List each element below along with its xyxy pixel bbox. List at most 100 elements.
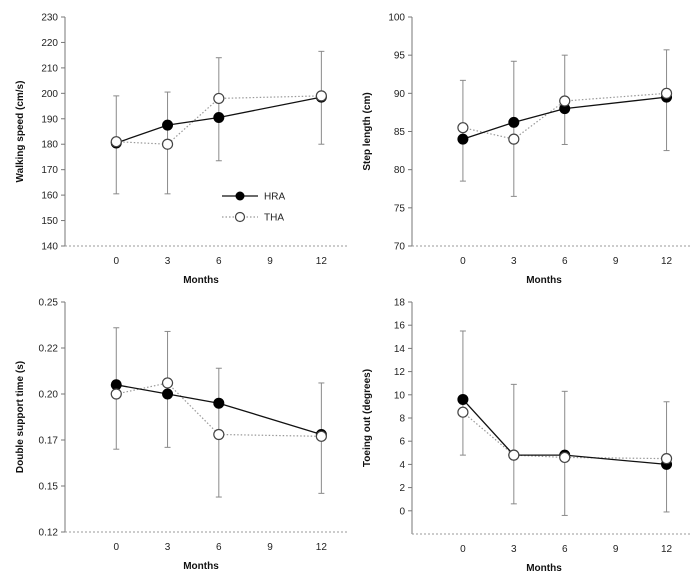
y-tick-label: 150	[41, 216, 58, 227]
data-point-hra	[110, 379, 122, 391]
x-axis-title: Months	[183, 275, 219, 286]
y-axis-title: Walking speed (cm/s)	[15, 81, 26, 183]
data-point-tha	[457, 406, 469, 418]
y-tick-label: 210	[41, 63, 58, 74]
data-point-tha	[508, 133, 520, 145]
data-point-tha	[110, 136, 122, 148]
x-tick-label: 3	[165, 256, 171, 267]
y-tick-label: 180	[41, 140, 58, 151]
y-tick-label: 8	[399, 414, 405, 425]
data-point-hra	[162, 119, 174, 131]
x-tick-label: 6	[562, 544, 568, 555]
y-tick-label: 160	[41, 191, 58, 202]
y-tick-label: 18	[394, 298, 406, 309]
x-tick-label: 6	[562, 256, 568, 267]
y-tick-label: 0.15	[39, 482, 59, 493]
x-tick-label: 0	[460, 256, 466, 267]
series-line-tha	[116, 95, 322, 145]
legend: HRA THA	[222, 191, 285, 224]
y-tick-label: 0	[399, 506, 405, 517]
data-point-tha	[660, 453, 673, 465]
x-tick-label: 0	[113, 256, 119, 267]
series-line-hra	[462, 96, 667, 140]
data-point-tha	[457, 122, 469, 134]
y-tick-label: 0.12	[39, 528, 59, 539]
x-axis-title: Months	[183, 561, 219, 572]
data-point-hra	[508, 116, 520, 128]
legend-marker-hra	[235, 191, 245, 201]
y-tick-label: 0.25	[39, 298, 59, 309]
data-point-tha	[559, 451, 571, 464]
x-tick-label: 9	[613, 256, 619, 267]
x-tick-label: 12	[661, 256, 673, 267]
x-tick-label: 6	[216, 542, 222, 553]
series-line-tha	[116, 382, 322, 437]
y-tick-label: 170	[41, 165, 58, 176]
data-point-tha	[315, 90, 327, 102]
data-point-tha	[161, 138, 174, 150]
chart-panel-4: 0 2 4 6 8 10 12 14 16 18 0 3 6 9 12 Months Toeing out (d…	[362, 298, 692, 574]
y-tick-label: 230	[41, 13, 58, 24]
x-tick-label: 9	[267, 542, 273, 553]
data-point-hra	[213, 112, 225, 124]
x-tick-label: 0	[113, 542, 119, 553]
chart-panel-1: 140 150 160 170 180 190 200 210 220 230 0 3 6 9 12 Mont…	[15, 13, 347, 286]
series-line-tha	[462, 411, 667, 460]
data-point-tha	[213, 92, 225, 105]
x-tick-label: 9	[267, 256, 273, 267]
x-axis-title: Months	[526, 563, 562, 574]
y-tick-label: 0.22	[39, 344, 59, 355]
y-tick-label: 2	[399, 483, 405, 494]
data-point-tha	[213, 428, 225, 441]
x-tick-label: 12	[316, 256, 328, 267]
y-tick-label: 200	[41, 89, 58, 100]
y-tick-label: 4	[399, 460, 405, 471]
y-tick-label: 85	[394, 127, 406, 138]
data-point-hra	[213, 397, 225, 409]
y-tick-label: 90	[394, 89, 406, 100]
data-point-tha	[660, 87, 673, 99]
series-line-hra	[462, 399, 667, 466]
y-tick-label: 6	[399, 437, 405, 448]
y-tick-label: 16	[394, 321, 406, 332]
x-tick-label: 3	[511, 544, 517, 555]
y-axis-title: Double support time (s)	[15, 361, 26, 473]
y-tick-label: 14	[394, 344, 406, 355]
y-tick-label: 140	[41, 242, 58, 253]
legend-marker-tha	[234, 211, 246, 223]
y-tick-label: 190	[41, 114, 58, 125]
y-tick-label: 0.20	[39, 390, 59, 401]
y-axis-title: Toeing out (degrees)	[362, 369, 373, 467]
y-tick-label: 10	[394, 390, 406, 401]
x-tick-label: 12	[661, 544, 673, 555]
y-tick-label: 100	[388, 13, 405, 24]
x-axis-title: Months	[526, 275, 562, 286]
y-tick-label: 75	[394, 203, 406, 214]
series-line-hra	[116, 96, 322, 144]
data-point-tha	[559, 95, 571, 107]
series-line-hra	[116, 384, 322, 436]
x-tick-label: 3	[165, 542, 171, 553]
x-tick-label: 0	[460, 544, 466, 555]
x-tick-label: 12	[316, 542, 328, 553]
x-tick-label: 6	[216, 256, 222, 267]
legend-label-tha: THA	[264, 213, 284, 224]
data-point-tha	[508, 449, 520, 461]
chart-panel-3: 0.12 0.15 0.17 0.20 0.22 0.25 0 3 6 9 12 Months Doub…	[15, 298, 347, 572]
x-tick-label: 9	[613, 544, 619, 555]
y-tick-label: 12	[394, 367, 406, 378]
data-point-tha	[315, 430, 327, 442]
y-tick-label: 70	[394, 242, 406, 253]
y-tick-label: 80	[394, 165, 406, 176]
data-point-hra	[457, 393, 469, 405]
y-tick-label: 0.17	[39, 436, 59, 447]
y-tick-label: 95	[394, 51, 406, 62]
data-point-tha	[161, 377, 174, 389]
data-point-tha	[110, 388, 122, 400]
chart-panel-2: 70 75 80 85 90 95 100 0 3 6 9 12 Months Step length (…	[362, 13, 692, 286]
y-tick-label: 220	[41, 38, 58, 49]
x-tick-label: 3	[511, 256, 517, 267]
data-point-hra	[162, 388, 174, 400]
y-axis-title: Step length (cm)	[362, 92, 373, 170]
